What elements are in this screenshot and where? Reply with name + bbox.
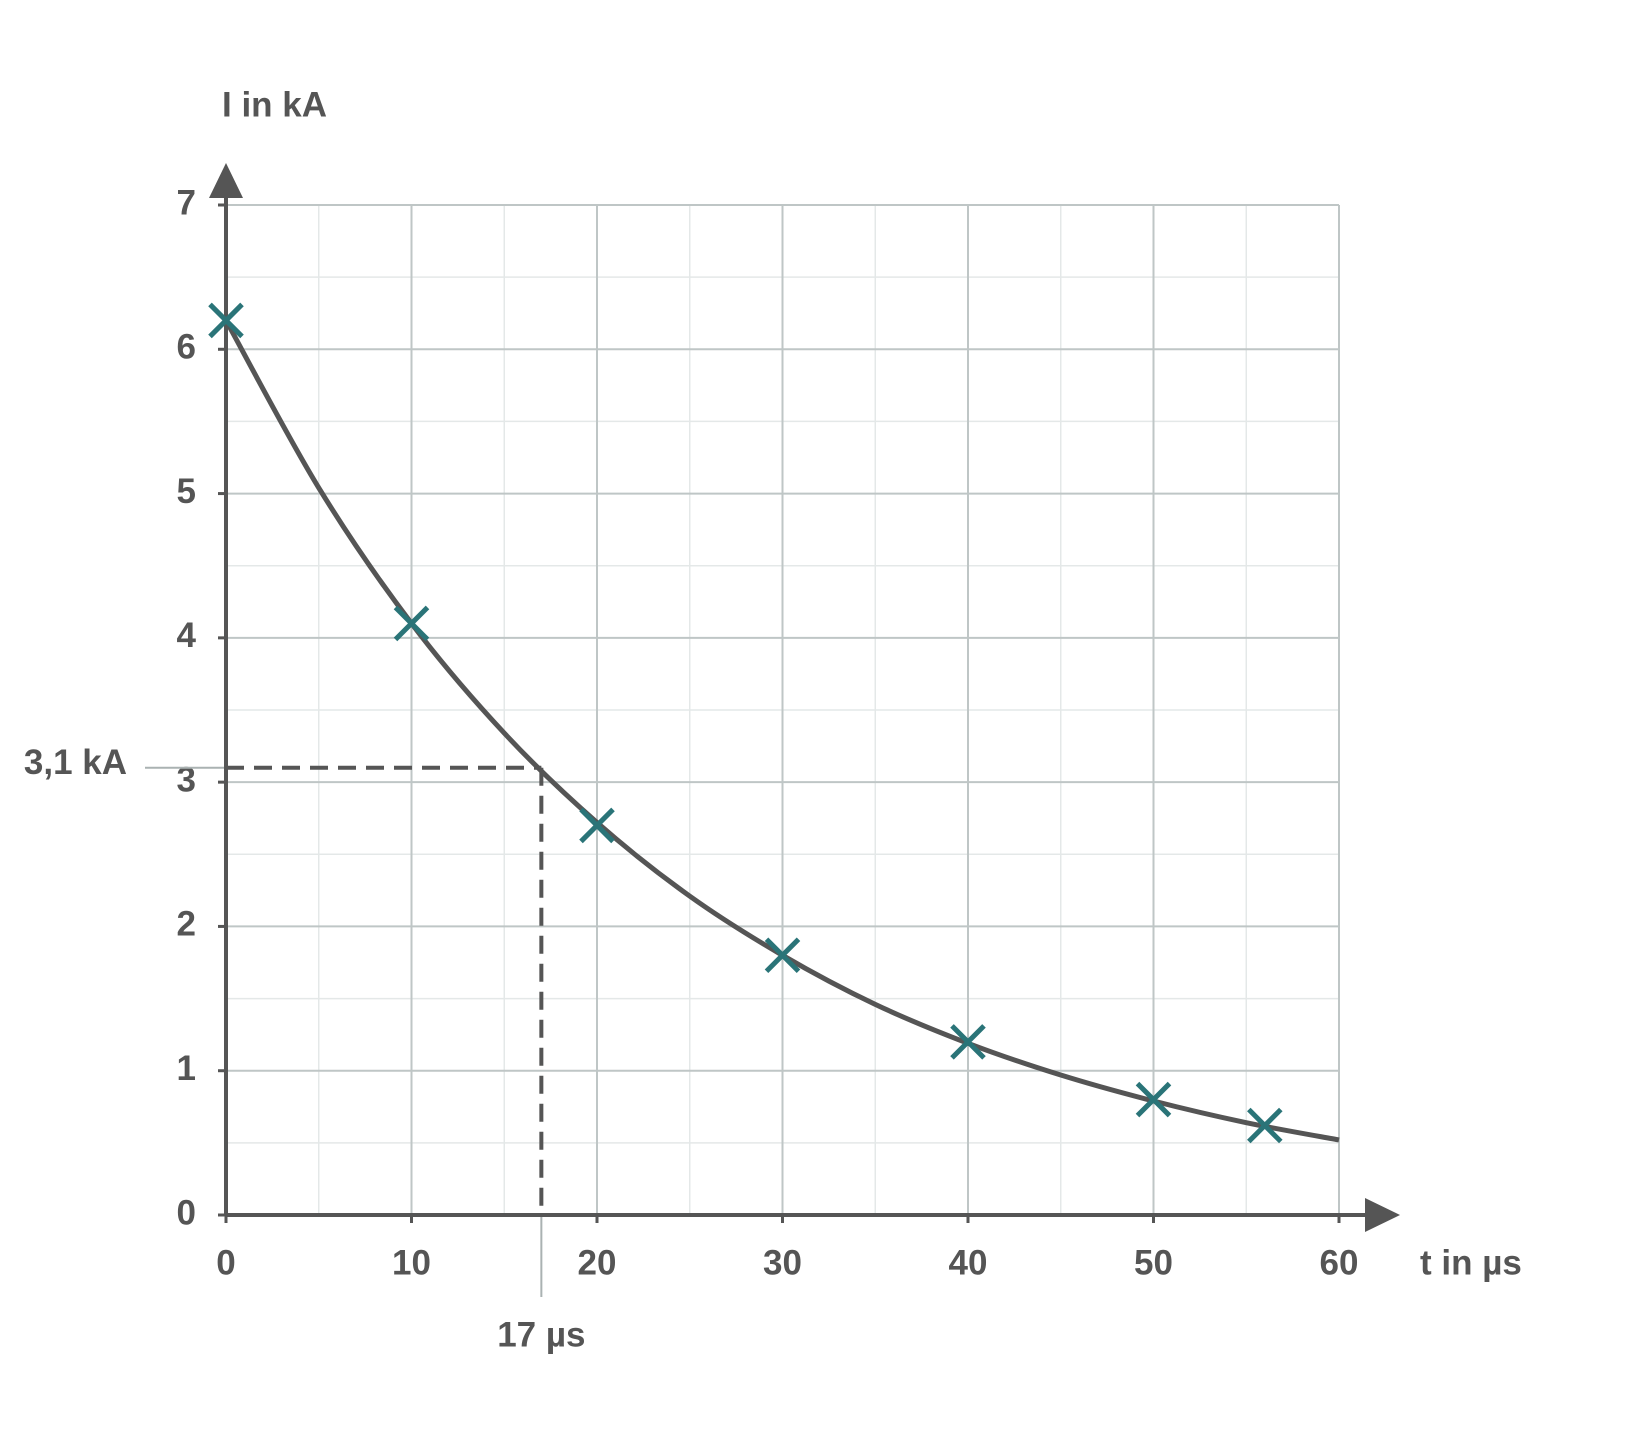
y-tick-label: 0 xyxy=(177,1193,196,1232)
y-tick-label: 6 xyxy=(177,328,196,367)
data-point xyxy=(393,605,430,642)
reading-label-x: 17 µs xyxy=(497,1315,585,1354)
y-tick-label: 7 xyxy=(177,183,196,222)
x-tick-label: 50 xyxy=(1134,1243,1173,1282)
data-point xyxy=(764,937,801,974)
y-tick-label: 1 xyxy=(177,1049,196,1088)
y-axis-arrow xyxy=(209,163,243,198)
x-axis-label: t in µs xyxy=(1420,1243,1522,1282)
x-axis-arrow xyxy=(1365,1198,1400,1232)
x-tick-label: 10 xyxy=(392,1243,431,1282)
data-point xyxy=(950,1024,986,1060)
cross-stroke xyxy=(579,807,615,844)
curve xyxy=(223,319,1340,1143)
y-tick-label: 4 xyxy=(177,616,197,655)
data-point xyxy=(1247,1107,1283,1144)
x-tick-label: 30 xyxy=(763,1243,802,1282)
y-tick-label: 2 xyxy=(177,905,196,944)
data-point xyxy=(579,807,615,844)
cross-stroke xyxy=(1247,1107,1283,1144)
y-tick-label: 3 xyxy=(177,760,196,799)
x-tick-label: 60 xyxy=(1320,1243,1359,1282)
data-point xyxy=(208,302,244,339)
cross-stroke xyxy=(950,1024,986,1060)
y-axis-label: I in kA xyxy=(222,85,327,124)
cross-stroke xyxy=(393,605,430,642)
x-tick-label: 40 xyxy=(949,1243,988,1282)
cross-stroke xyxy=(1135,1081,1172,1118)
reading-label-y: 3,1 kA xyxy=(24,743,127,782)
data-point xyxy=(1135,1081,1172,1118)
cross-stroke xyxy=(208,302,244,339)
x-tick-label: 0 xyxy=(216,1243,235,1282)
x-tick-label: 20 xyxy=(578,1243,617,1282)
y-tick-label: 5 xyxy=(177,472,196,511)
cross-stroke xyxy=(764,937,801,974)
